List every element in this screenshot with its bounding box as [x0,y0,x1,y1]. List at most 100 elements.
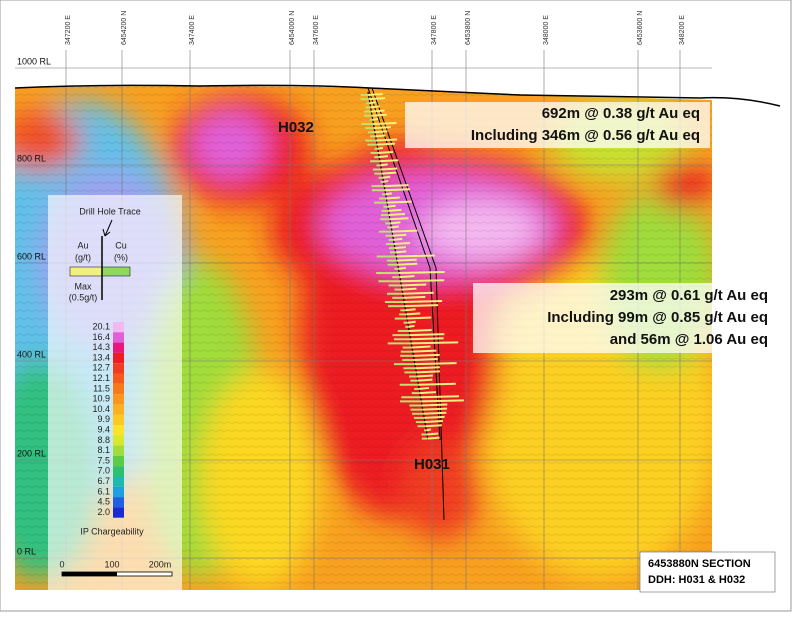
au-bar [369,101,377,105]
intercept: and 56m @ 1.06 Au eq [610,331,768,348]
au-bar [417,378,433,382]
au-bar [375,138,398,142]
au-bar [382,179,389,183]
scale-swatch [113,414,124,425]
au-bar [426,432,439,436]
scale-label: 4.5 [97,497,110,507]
legend-text: Au [77,240,88,250]
color-scale: 20.116.414.313.412.712.111.510.910.49.99… [92,322,124,518]
grid-label: 347800 E [431,15,438,45]
scale-label: 8.8 [97,435,110,445]
scale-swatch [113,435,124,446]
arrow [102,219,113,237]
grid-label: 6453800 N [465,11,472,45]
au-bar [375,134,386,138]
au-bar [401,283,427,287]
au-bar [425,424,442,428]
intercept-box [405,102,710,148]
intercept-box [473,283,775,353]
scale-swatch [113,425,124,436]
au-bar [419,391,437,395]
level-label: 800 RL [17,153,46,163]
scale-label: 2.0 [97,507,110,517]
au-swatch [69,266,103,277]
au-bar [420,395,460,399]
intercept: Including 99m @ 0.85 g/t Au eq [547,309,768,326]
au-bar [424,420,444,424]
scale-label: 12.1 [92,373,110,383]
au-bar [415,366,440,370]
legend: Drill Hole Trace Au (g/t) Cu (%) Max (0.… [48,195,182,590]
au-bar [385,196,400,200]
au-bar [424,415,445,419]
au-bar [384,188,410,192]
level-label: 400 RL [17,349,46,359]
scale-label: 200m [149,559,172,569]
cu-swatch [101,266,131,277]
au-bar [373,126,391,130]
grid-label: 347600 E [313,15,320,45]
scale-label: 9.4 [97,425,110,435]
au-bar [374,130,388,134]
au-bar [388,213,406,217]
au-bar [406,312,421,316]
au-bar [408,328,432,332]
scale-label: 6.1 [97,486,110,496]
scale-swatch [113,363,124,374]
au-bar [427,436,440,440]
hole-trace [371,87,445,521]
au-bar [370,105,380,109]
scale-label: 16.4 [92,332,110,342]
au-bar [406,316,432,320]
scale-swatch [113,445,124,456]
level-label: 1000 RL [17,56,51,66]
scale-label: 7.5 [97,455,110,465]
grid-label: 6454000 N [289,11,296,45]
scale-swatch [113,486,124,498]
intercept: Including 346m @ 0.56 g/t Au eq [471,127,700,144]
au-bar [400,279,445,283]
au-bar [413,353,440,357]
au-bar [396,258,417,262]
scale-label: 100 [104,559,119,569]
au-bar [378,150,394,154]
grid-label: 347400 E [189,15,196,45]
au-bar [386,200,412,204]
au-bar [387,204,396,208]
au-bar [397,262,418,266]
scale-swatch [113,404,124,415]
au-bar [404,304,439,308]
scale-swatch [113,394,124,405]
au-bar [411,341,459,345]
legend-text: (%) [114,252,128,262]
scale-label: 7.0 [97,466,110,476]
scale-swatch [113,352,124,364]
au-bar [419,386,430,390]
legend-text: (0.5g/t) [69,292,98,302]
au-bar [403,295,426,299]
au-bar [380,163,388,167]
scale-bar-body [62,572,117,576]
au-bar [416,370,441,374]
scale-label: 14.3 [92,342,110,352]
au-bar [414,362,457,366]
au-bar [378,155,389,159]
scale-bar: 0 100 200m [59,559,173,577]
section-subtitle: DDH: H031 & H032 [648,574,745,586]
au-bar [405,308,416,312]
scale-label: 6.7 [97,476,110,486]
scale-label: 0 [59,559,64,569]
au-bar [367,93,383,96]
au-bar [418,382,456,386]
grid-label: 348000 E [543,15,550,45]
au-bar [389,217,409,221]
au-bar [395,250,407,254]
au-bar [398,271,445,275]
au-bar [372,117,379,121]
grid-label: 6453600 N [637,11,644,45]
au-bar [377,146,384,150]
au-bar [392,233,407,237]
scale-label: 10.9 [92,394,110,404]
intercept: 692m @ 0.38 g/t Au eq [542,105,700,122]
